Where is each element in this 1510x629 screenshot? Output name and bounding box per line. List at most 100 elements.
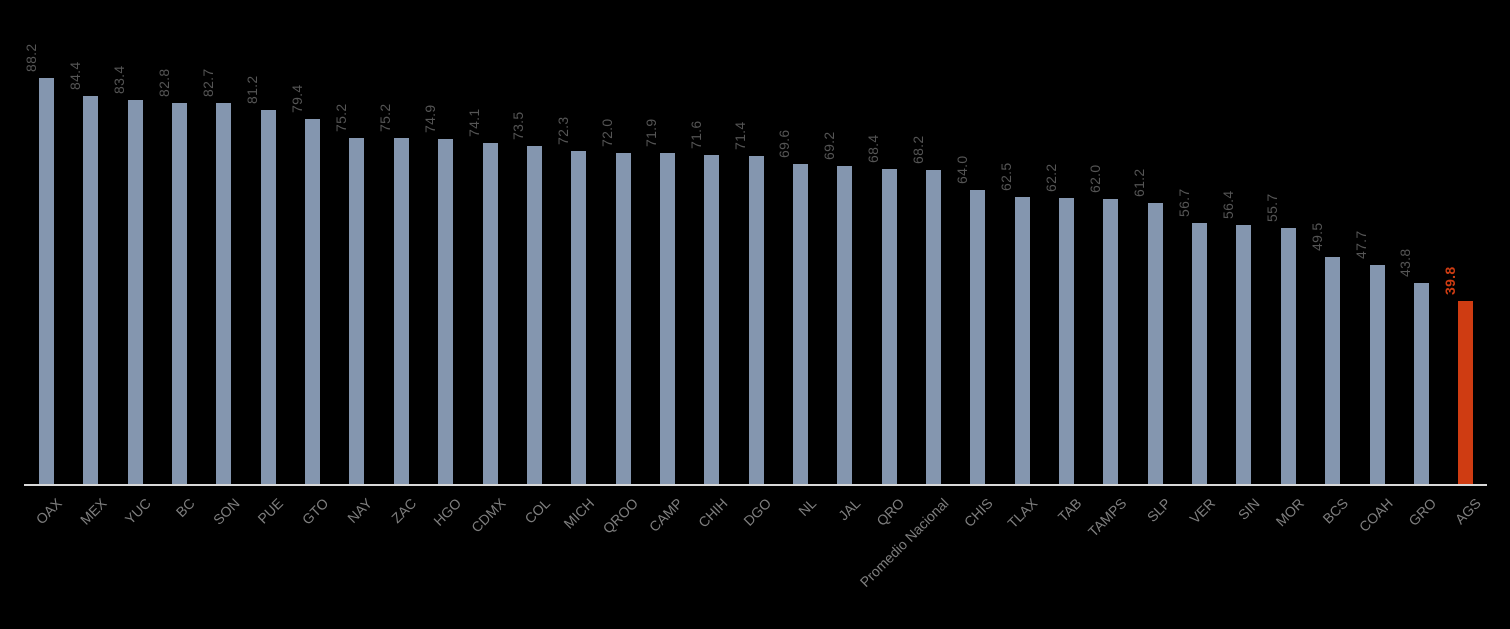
x-axis-label-TLAX: TLAX	[1004, 495, 1041, 532]
bar-BC	[172, 102, 188, 485]
bar-COAH	[1369, 264, 1385, 485]
bar-value-label: 55.7	[1264, 193, 1281, 222]
bar-HGO	[438, 139, 454, 485]
x-axis-label-PUE: PUE	[254, 495, 287, 527]
bar-value-label: 56.7	[1175, 188, 1192, 218]
bar-CHIS	[970, 189, 986, 485]
x-axis-label-OAX: OAX	[32, 495, 65, 528]
bar-highlight-AGS	[1458, 301, 1474, 485]
bar-value-label: 82.7	[199, 68, 216, 98]
bar-YUC	[127, 100, 143, 485]
bar-SLP	[1147, 202, 1163, 485]
x-axis-label-CHIS: CHIS	[961, 495, 997, 530]
bar-value-label: 62.2	[1042, 163, 1059, 192]
bar-value-label: 68.4	[865, 134, 882, 164]
x-axis-label-NL: NL	[794, 495, 819, 519]
bar-value-label: 64.0	[953, 155, 970, 184]
bar-value-label: 56.4	[1219, 190, 1236, 219]
bar-PUE	[260, 110, 276, 485]
x-axis-label-MOR: MOR	[1272, 495, 1307, 530]
bar-OAX	[39, 78, 54, 485]
x-axis-label-JAL: JAL	[834, 495, 864, 524]
x-axis-label-CHIH: CHIH	[694, 495, 731, 531]
x-axis-label-NAY: NAY	[344, 495, 376, 526]
bar-value-label: 83.4	[111, 65, 128, 95]
x-axis-label-ZAC: ZAC	[388, 495, 420, 527]
bar-value-label: 61.2	[1131, 168, 1148, 197]
x-axis-label-DGO: DGO	[740, 495, 775, 529]
bar-value-label: 75.2	[332, 103, 349, 132]
x-axis-label-CDMX: CDMX	[467, 495, 509, 536]
bar-value-label: 79.4	[288, 84, 305, 113]
bar-value-label: 74.9	[421, 104, 438, 134]
bar-ZAC	[393, 137, 409, 485]
bar-value-label: 72.3	[554, 116, 571, 146]
bar-GTO	[305, 118, 321, 485]
x-axis-label-GRO: GRO	[1405, 495, 1440, 529]
bar-value-label: 71.6	[687, 120, 704, 149]
bar-value-label: 81.2	[244, 75, 261, 105]
bar-value-label: 84.4	[66, 61, 83, 90]
x-axis-label-QRO: QRO	[873, 495, 908, 529]
x-axis-label-SIN: SIN	[1234, 495, 1263, 523]
bar-SON	[216, 103, 232, 485]
bar-value-label: 39.8	[1441, 266, 1458, 296]
bar-SIN	[1236, 224, 1252, 485]
x-axis-label-BC: BC	[172, 495, 198, 521]
bar-MICH	[571, 151, 587, 485]
x-axis-label-BCS: BCS	[1319, 495, 1351, 527]
bar-value-label: 82.8	[155, 68, 172, 97]
bar-GRO	[1413, 282, 1429, 485]
bar-MOR	[1280, 227, 1296, 485]
bar-value-label: 49.5	[1308, 222, 1325, 251]
x-axis-label-CAMP: CAMP	[645, 495, 686, 535]
x-axis-label-AGS: AGS	[1451, 495, 1485, 528]
x-axis-label-Promedio Nacional: Promedio Nacional	[856, 495, 952, 590]
bar-Promedio Nacional	[926, 170, 941, 485]
x-axis-label-GTO: GTO	[298, 495, 331, 528]
x-axis-label-YUC: YUC	[121, 495, 154, 528]
x-axis-label-COAH: COAH	[1355, 495, 1396, 535]
x-axis-label-TAB: TAB	[1055, 495, 1085, 525]
bar-value-label: 71.9	[643, 118, 660, 148]
x-axis-label-MEX: MEX	[76, 495, 110, 528]
bar-CHIH	[704, 154, 720, 485]
bar-value-label: 69.6	[776, 129, 793, 158]
x-axis-label-TAMPS: TAMPS	[1084, 495, 1130, 540]
bar-COL	[526, 145, 542, 485]
bar-value-label: 43.8	[1397, 248, 1414, 277]
bar-value-label: 74.1	[466, 108, 482, 138]
x-axis-label-HGO: HGO	[430, 495, 464, 529]
x-axis-label-MICH: MICH	[560, 495, 598, 532]
x-axis-label-SLP: SLP	[1143, 495, 1174, 526]
bar-QROO	[615, 152, 631, 485]
bar-value-label: 62.5	[998, 162, 1015, 191]
bar-CAMP	[659, 153, 675, 485]
bar-value-label: 88.2	[22, 43, 39, 72]
bar-JAL	[837, 165, 853, 485]
x-axis-label-QROO: QROO	[599, 495, 642, 537]
bar-value-label: 75.2	[377, 103, 394, 132]
x-axis-label-VER: VER	[1186, 495, 1218, 527]
bar-DGO	[748, 155, 764, 485]
bar-TLAX	[1014, 196, 1030, 485]
bar-TAMPS	[1103, 198, 1119, 485]
bar-value-label: 69.2	[820, 131, 837, 160]
bar-NL	[792, 163, 808, 485]
x-axis-label-COL: COL	[520, 495, 553, 527]
bar-value-label: 47.7	[1353, 230, 1369, 259]
bar-CDMX	[482, 143, 498, 485]
bar-value-label: 73.5	[510, 111, 527, 140]
bar-MEX	[83, 95, 99, 485]
bar-VER	[1192, 223, 1208, 485]
bar-value-label: 72.0	[599, 118, 616, 147]
bar-QRO	[881, 169, 897, 485]
bar-TAB	[1059, 197, 1075, 485]
x-axis-label-SON: SON	[209, 495, 243, 528]
x-axis-line	[24, 483, 1487, 486]
bar-value-label: 68.2	[909, 135, 926, 165]
bar-NAY	[349, 137, 365, 485]
bar-BCS	[1325, 256, 1341, 485]
